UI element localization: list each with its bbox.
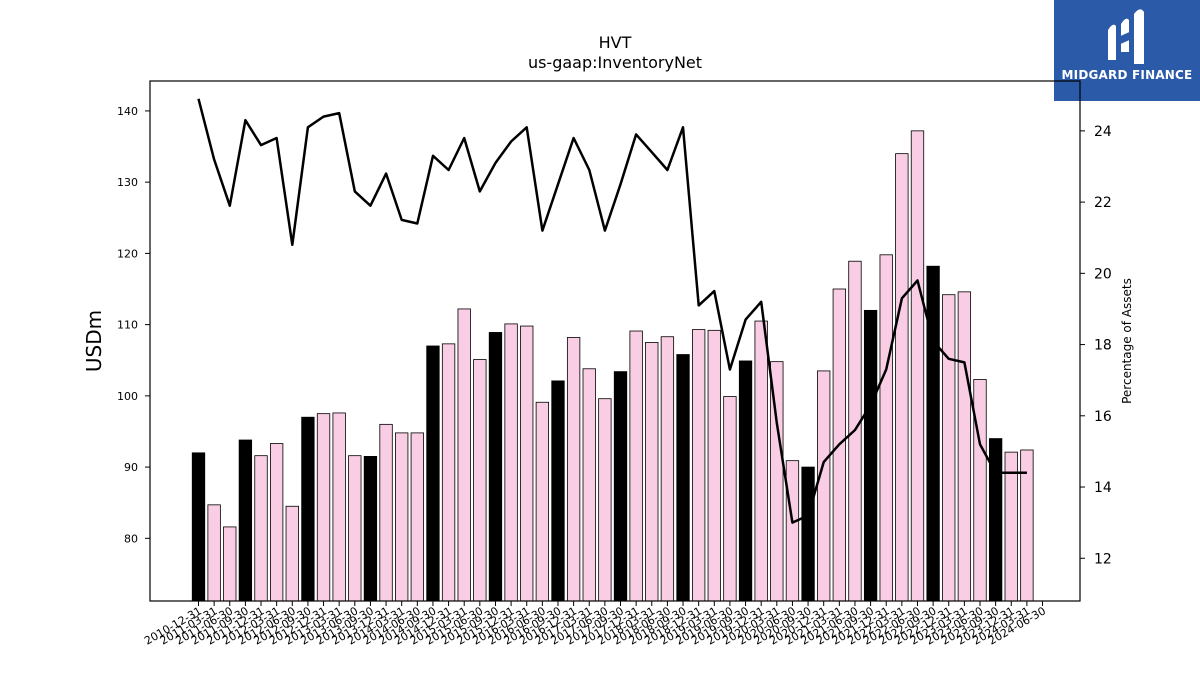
bar-2016-12-31 — [566, 337, 581, 602]
y2-tick-label: 24 — [1094, 124, 1112, 140]
bar-2015-12-31 — [504, 323, 518, 602]
bar-2019-03-31 — [707, 329, 721, 602]
y-tick-label: 130 — [117, 176, 138, 189]
brand-name: MIDGARD FINANCE — [1061, 68, 1193, 82]
bar-2018-06-30 — [660, 336, 675, 602]
bar-2022-03-31 — [895, 153, 909, 602]
bar-2011-03-31 — [207, 504, 221, 602]
bar-2010-12-31 — [191, 452, 206, 602]
bar-2015-09-30 — [488, 332, 503, 602]
bar-2013-03-31 — [332, 412, 346, 602]
y-tick-label: 110 — [117, 319, 138, 332]
bar-2014-09-30 — [426, 345, 440, 602]
bar-2017-12-31 — [629, 330, 643, 602]
y2-tick-label: 20 — [1094, 266, 1112, 282]
bar-2018-12-31 — [692, 329, 706, 602]
bar-2016-09-30 — [551, 380, 565, 602]
chart-title: HVT — [599, 33, 632, 52]
plot-frame — [149, 80, 1081, 602]
y2-axis-label: Percentage of Assets — [1120, 278, 1134, 404]
bar-2012-03-31 — [269, 443, 284, 602]
bar-2012-06-30 — [285, 505, 299, 602]
bar-2011-06-30 — [223, 526, 237, 602]
y-tick-label: 140 — [117, 105, 138, 118]
bar-2011-09-30 — [238, 439, 253, 602]
bar-2020-06-30 — [785, 460, 800, 602]
bar-2018-03-31 — [645, 342, 659, 602]
bar-2019-06-30 — [723, 396, 737, 602]
bar-2015-03-31 — [457, 308, 471, 602]
y-tick-label: 120 — [117, 247, 138, 260]
chart-subtitle: us-gaap:InventoryNet — [528, 53, 702, 72]
y-tick-label: 80 — [124, 532, 138, 545]
bar-2022-09-30 — [926, 265, 940, 602]
bar-2020-09-30 — [801, 466, 815, 602]
bar-2018-09-30 — [676, 354, 690, 602]
bar-2019-09-30 — [738, 360, 753, 602]
bar-2013-09-30 — [363, 455, 378, 602]
bar-2022-06-30 — [910, 130, 925, 602]
bar-2011-12-31 — [254, 455, 268, 602]
bar-2022-12-31 — [942, 294, 956, 602]
y2-tick-label: 18 — [1094, 338, 1112, 354]
bar-2015-06-30 — [473, 359, 487, 602]
percentage-of-assets-line — [197, 98, 1027, 524]
bar-2012-12-31 — [316, 413, 331, 602]
bar-2014-06-30 — [410, 432, 424, 602]
y2-tick-label: 12 — [1094, 551, 1112, 567]
y2-tick-label: 16 — [1094, 409, 1112, 425]
bar-2020-12-31 — [817, 370, 831, 602]
bar-2016-06-30 — [535, 401, 550, 602]
bar-2017-06-30 — [598, 398, 612, 602]
bar-2014-12-31 — [441, 343, 456, 602]
y-tick-label: 90 — [124, 461, 138, 474]
bar-2014-03-31 — [395, 432, 409, 602]
bar-2016-03-31 — [520, 325, 534, 602]
y-axis-label: USDm — [82, 310, 106, 372]
bar-2017-09-30 — [613, 371, 628, 602]
brand-logo: MIDGARD FINANCE — [1054, 0, 1200, 101]
bar-2017-03-31 — [582, 368, 596, 602]
bar-2013-06-30 — [348, 455, 362, 602]
bar-2023-03-31 — [957, 291, 972, 602]
bar-2019-12-31 — [754, 320, 768, 602]
bar-2023-06-30 — [973, 379, 987, 602]
bar-2023-12-31 — [1004, 451, 1018, 602]
bar-2012-09-30 — [301, 416, 315, 602]
bar-2013-12-31 — [379, 423, 393, 602]
bar-2021-12-31 — [879, 254, 893, 602]
y2-tick-label: 22 — [1094, 195, 1112, 211]
midgard-logo-icon — [1108, 9, 1144, 64]
bar-2021-09-30 — [863, 309, 878, 602]
y2-tick-label: 14 — [1094, 480, 1112, 496]
y-tick-label: 100 — [117, 390, 138, 403]
